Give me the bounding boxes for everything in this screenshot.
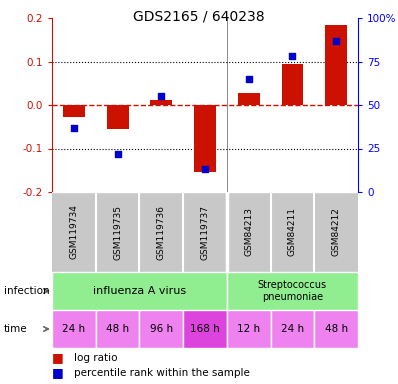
Bar bbox=[139, 310, 183, 348]
Bar bbox=[96, 310, 139, 348]
Bar bbox=[227, 310, 271, 348]
Point bbox=[202, 166, 208, 172]
Text: 24 h: 24 h bbox=[62, 324, 86, 334]
Text: GSM119737: GSM119737 bbox=[201, 205, 209, 260]
Bar bbox=[271, 310, 314, 348]
Bar bbox=[183, 310, 227, 348]
Point bbox=[333, 38, 339, 44]
Bar bbox=[63, 105, 85, 117]
Text: 48 h: 48 h bbox=[325, 324, 348, 334]
Text: 48 h: 48 h bbox=[106, 324, 129, 334]
Text: GSM84211: GSM84211 bbox=[288, 207, 297, 257]
Bar bbox=[281, 64, 303, 105]
Text: ■: ■ bbox=[52, 366, 64, 379]
Text: GSM119735: GSM119735 bbox=[113, 205, 122, 260]
Text: 24 h: 24 h bbox=[281, 324, 304, 334]
Bar bbox=[238, 93, 259, 105]
Text: time: time bbox=[4, 324, 27, 334]
Text: GSM119736: GSM119736 bbox=[157, 205, 166, 260]
Bar bbox=[52, 272, 227, 310]
Bar bbox=[227, 272, 358, 310]
Bar bbox=[150, 100, 172, 105]
Bar bbox=[325, 25, 347, 105]
Text: Streptococcus
pneumoniae: Streptococcus pneumoniae bbox=[258, 280, 327, 302]
Point bbox=[246, 76, 252, 82]
Point bbox=[158, 93, 164, 99]
Text: GSM119734: GSM119734 bbox=[69, 205, 78, 260]
Text: ■: ■ bbox=[52, 351, 64, 364]
Bar bbox=[107, 105, 129, 129]
Text: 168 h: 168 h bbox=[190, 324, 220, 334]
Point bbox=[71, 124, 77, 131]
Text: influenza A virus: influenza A virus bbox=[93, 286, 186, 296]
Text: GSM84212: GSM84212 bbox=[332, 208, 341, 257]
Point bbox=[289, 53, 296, 60]
Text: log ratio: log ratio bbox=[74, 353, 117, 363]
Text: infection: infection bbox=[4, 286, 50, 296]
Text: GDS2165 / 640238: GDS2165 / 640238 bbox=[133, 10, 265, 24]
Bar bbox=[314, 310, 358, 348]
Bar bbox=[194, 105, 216, 172]
Text: percentile rank within the sample: percentile rank within the sample bbox=[74, 368, 250, 378]
Text: 96 h: 96 h bbox=[150, 324, 173, 334]
Bar bbox=[52, 310, 96, 348]
Text: GSM84213: GSM84213 bbox=[244, 207, 253, 257]
Text: 12 h: 12 h bbox=[237, 324, 260, 334]
Point bbox=[114, 151, 121, 157]
